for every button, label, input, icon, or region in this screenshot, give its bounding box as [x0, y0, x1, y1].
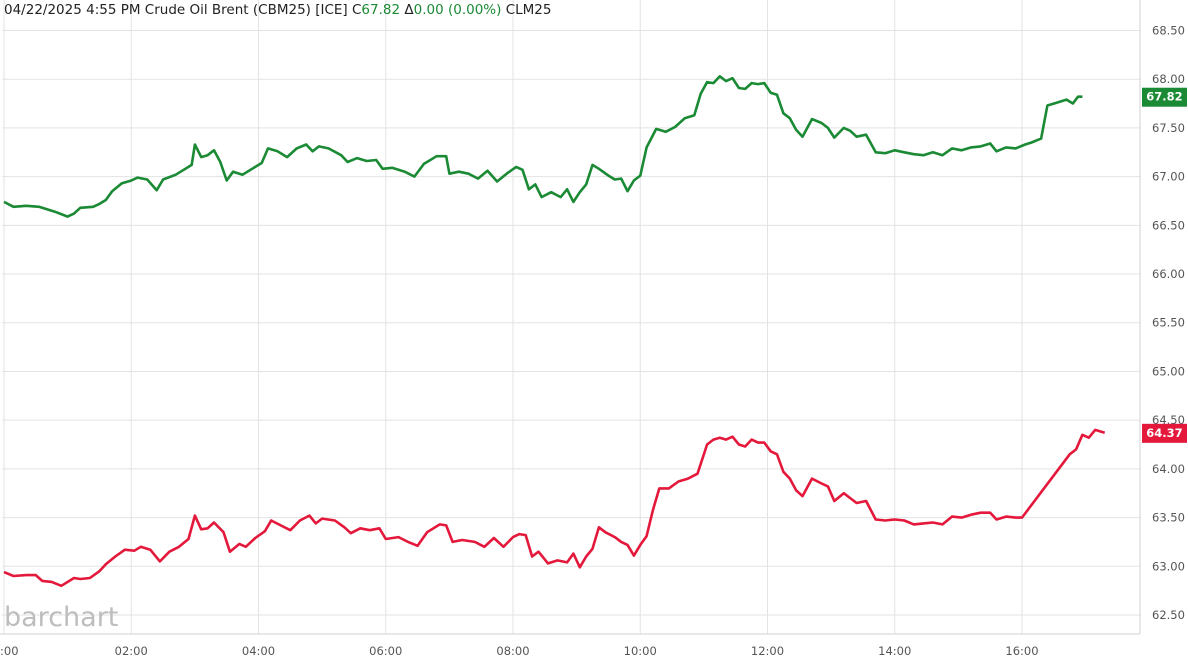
x-tick-label: 12:00: [751, 644, 784, 658]
x-tick-label: :00: [0, 644, 19, 658]
x-tick-label: 14:00: [878, 644, 911, 658]
header-change-prefix: Δ: [404, 2, 414, 18]
y-tick-label: 65.00: [1152, 364, 1185, 378]
y-tick-label: 68.50: [1152, 23, 1185, 37]
last-price-badges: 67.82 64.37: [1142, 87, 1187, 443]
y-tick-label: 66.00: [1152, 267, 1185, 281]
x-tick-label: 10:00: [624, 644, 657, 658]
header-datetime: 04/22/2025 4:55 PM: [4, 2, 141, 18]
last-price-label-cbm25: 67.82: [1146, 90, 1182, 104]
x-tick-label: 02:00: [115, 644, 148, 658]
x-tick-label: 16:00: [1005, 644, 1038, 658]
chart-header: 04/22/2025 4:55 PM Crude Oil Brent (CBM2…: [4, 2, 551, 18]
last-price-badge-cbm25: [1142, 87, 1187, 107]
chart-series: [3, 75, 1106, 588]
y-tick-label: 64.00: [1152, 462, 1185, 476]
header-instrument: Crude Oil Brent (CBM25) [ICE]: [144, 2, 348, 18]
x-tick-label: 04:00: [242, 644, 275, 658]
header-close-value: 67.82: [361, 2, 401, 18]
y-tick-label: 62.50: [1152, 608, 1185, 622]
y-axis: 62.50 63.00 63.50 64.00 64.50 65.00 65.50 66.00…: [1152, 23, 1185, 622]
y-tick-label: 68.00: [1152, 72, 1185, 86]
header-close-prefix: C: [351, 2, 362, 18]
y-tick-label: 67.00: [1152, 170, 1185, 184]
series-line-cbm25: [3, 75, 1083, 218]
y-tick-label: 66.50: [1152, 218, 1185, 232]
chart-grid: [0, 0, 1141, 635]
y-tick-label: 63.50: [1152, 511, 1185, 525]
x-axis: :00 02:00 04:00 06:00 08:00 10:00 12:00 14:00 16…: [0, 644, 1039, 658]
x-tick-label: 08:00: [496, 644, 529, 658]
y-tick-label: 64.50: [1152, 413, 1185, 427]
series-line-clm25: [3, 428, 1106, 588]
header-compare-symbol: CLM25: [505, 2, 552, 18]
barchart-logo: barchart: [4, 602, 118, 633]
y-tick-label: 63.00: [1152, 559, 1185, 573]
x-tick-label: 06:00: [369, 644, 402, 658]
y-tick-label: 67.50: [1152, 121, 1185, 135]
y-tick-label: 65.50: [1152, 316, 1185, 330]
header-change-value: 0.00 (0.00%): [413, 2, 502, 18]
last-price-badge-clm25: [1142, 423, 1187, 443]
last-price-label-clm25: 64.37: [1146, 426, 1182, 440]
